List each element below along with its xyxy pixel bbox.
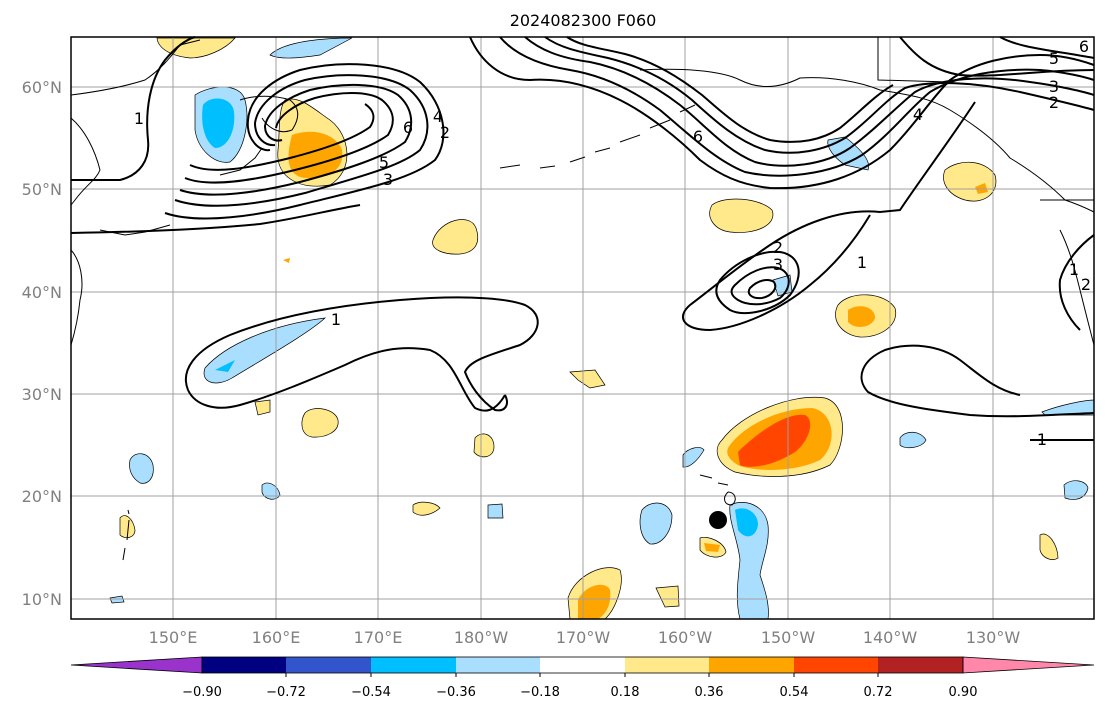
lon-label-150e: 150°E bbox=[149, 628, 198, 647]
colorbar-tick-label: 0.36 bbox=[695, 685, 724, 700]
latitude-labels: 60°N 50°N 40°N 30°N 20°N 10°N bbox=[22, 78, 62, 609]
lat-label-60n: 60°N bbox=[22, 78, 62, 97]
colorbar-outline bbox=[201, 656, 964, 674]
map-title: 2024082300 F060 bbox=[510, 11, 657, 30]
contour-label-1: 1 bbox=[857, 253, 867, 272]
contour-label-6: 6 bbox=[403, 118, 413, 137]
colorbar-segment bbox=[202, 657, 286, 673]
lon-label-180w: 180°W bbox=[454, 628, 509, 647]
colorbar-tick-label: 0.72 bbox=[864, 685, 893, 700]
contour-label-2: 2 bbox=[1081, 275, 1091, 294]
colorbar-tick-label: −0.18 bbox=[520, 685, 560, 700]
colorbar-tick-labels: −0.90 −0.72 −0.54 −0.36 −0.18 0.18 0.36 … bbox=[182, 685, 977, 700]
contour-label-6: 6 bbox=[1079, 37, 1089, 56]
coastlines bbox=[70, 37, 1095, 561]
contour-label-1: 1 bbox=[1069, 260, 1079, 279]
lat-label-30n: 30°N bbox=[22, 385, 62, 404]
colorbar-tick-label: −0.72 bbox=[266, 685, 306, 700]
contour-label-1: 1 bbox=[134, 109, 144, 128]
lon-label-170w: 170°W bbox=[556, 628, 611, 647]
lat-label-20n: 20°N bbox=[22, 487, 62, 506]
contour-label-5: 5 bbox=[1049, 49, 1059, 68]
colorbar-segment bbox=[878, 657, 963, 673]
map-area: 1 1 1 1 1 2 2 2 2 3 3 3 4 4 5 5 6 6 6 bbox=[70, 36, 1095, 620]
lon-label-160w: 160°W bbox=[658, 628, 713, 647]
lat-label-40n: 40°N bbox=[22, 283, 62, 302]
lat-label-10n: 10°N bbox=[22, 590, 62, 609]
colorbar-segment bbox=[794, 657, 878, 673]
colorbar-tick-label: 0.54 bbox=[780, 685, 809, 700]
contour-label-4: 4 bbox=[433, 107, 443, 126]
colorbar-segment bbox=[625, 657, 709, 673]
contour-label-3: 3 bbox=[773, 255, 783, 274]
colorbar bbox=[70, 656, 1095, 677]
colorbar-tick-label: −0.36 bbox=[436, 685, 476, 700]
contour-lines bbox=[70, 36, 1095, 441]
colorbar-segment bbox=[709, 657, 794, 673]
longitude-labels: 150°E 160°E 170°E 180°W 170°W 160°W 150°… bbox=[149, 628, 1021, 647]
contour-label-2: 2 bbox=[1049, 93, 1059, 112]
contour-label-3: 3 bbox=[1049, 77, 1059, 96]
colorbar-high-extension bbox=[962, 656, 1095, 674]
contour-label-6: 6 bbox=[693, 127, 703, 146]
contour-label-5: 5 bbox=[379, 153, 389, 172]
contour-label-2: 2 bbox=[773, 238, 783, 257]
lon-label-150w: 150°W bbox=[761, 628, 816, 647]
lon-label-170e: 170°E bbox=[354, 628, 403, 647]
map-frame bbox=[70, 36, 1095, 620]
lon-label-160e: 160°E bbox=[252, 628, 301, 647]
colorbar-segment bbox=[456, 657, 540, 673]
contour-label-1: 1 bbox=[331, 310, 341, 329]
colorbar-segment bbox=[540, 657, 625, 673]
storm-position-marker bbox=[709, 511, 727, 529]
lon-label-130w: 130°W bbox=[966, 628, 1021, 647]
colorbar-tick-label: −0.54 bbox=[351, 685, 391, 700]
colorbar-segment bbox=[286, 657, 371, 673]
contour-label-3: 3 bbox=[383, 170, 393, 189]
colorbar-tick-label: 0.90 bbox=[949, 685, 978, 700]
contour-label-1: 1 bbox=[1037, 430, 1047, 449]
lon-label-140w: 140°W bbox=[863, 628, 918, 647]
colorbar-tick-label: −0.90 bbox=[182, 685, 222, 700]
contour-label-4: 4 bbox=[913, 105, 923, 124]
contour-labels: 1 1 1 1 1 2 2 2 2 3 3 3 4 4 5 5 6 6 6 bbox=[134, 37, 1091, 449]
contour-label-2: 2 bbox=[440, 123, 450, 142]
colorbar-segment bbox=[371, 657, 456, 673]
lat-label-50n: 50°N bbox=[22, 180, 62, 199]
colorbar-low-extension bbox=[70, 656, 203, 674]
colorbar-tick-label: 0.18 bbox=[611, 685, 640, 700]
